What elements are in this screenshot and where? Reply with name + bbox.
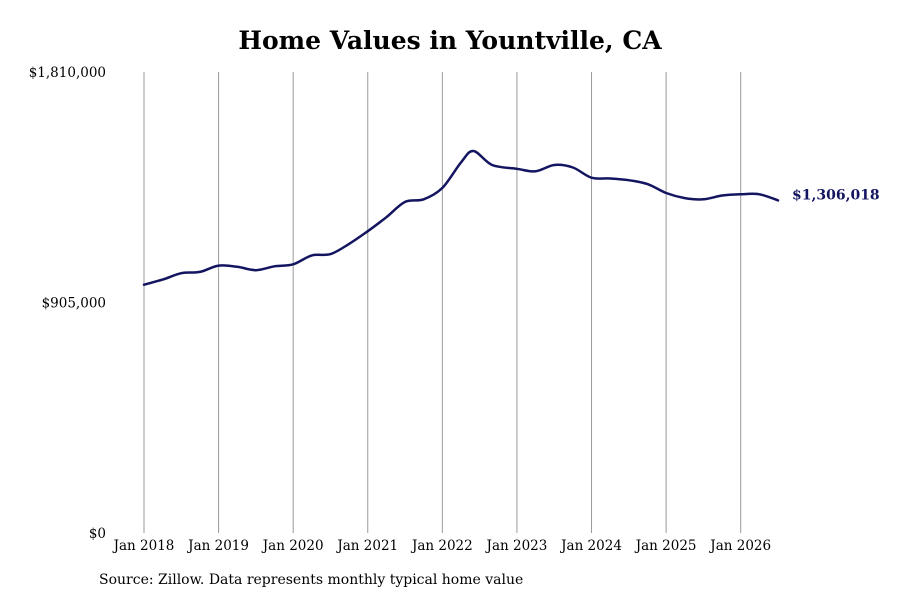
y-tick-label: $905,000 (42, 296, 106, 312)
y-tick-label: $1,810,000 (29, 65, 106, 81)
end-value-label: $1,306,018 (792, 187, 880, 203)
source-note: Source: Zillow. Data represents monthly … (99, 572, 524, 588)
y-axis: $0 $905,000 $1,810,000 (29, 65, 106, 542)
x-tick-label: Jan 2026 (708, 538, 771, 554)
home-value-line (142, 149, 780, 286)
series (142, 149, 780, 286)
grid-lines (143, 72, 742, 533)
x-tick-label: Jan 2022 (410, 538, 473, 554)
x-tick-label: Jan 2024 (559, 538, 622, 554)
x-tick-label: Jan 2020 (261, 538, 324, 554)
x-tick-label: Jan 2021 (335, 538, 398, 554)
x-tick-label: Jan 2025 (634, 538, 697, 554)
chart-title: Home Values in Yountville, CA (238, 26, 662, 55)
y-tick-label: $0 (89, 526, 106, 542)
data-labels: $1,306,018 (792, 187, 880, 203)
x-axis: Jan 2018 Jan 2019 Jan 2020 Jan 2021 Jan 2022… (112, 538, 772, 554)
x-tick-label: Jan 2023 (485, 538, 548, 554)
x-tick-label: Jan 2019 (186, 538, 249, 554)
x-tick-label: Jan 2018 (112, 538, 175, 554)
